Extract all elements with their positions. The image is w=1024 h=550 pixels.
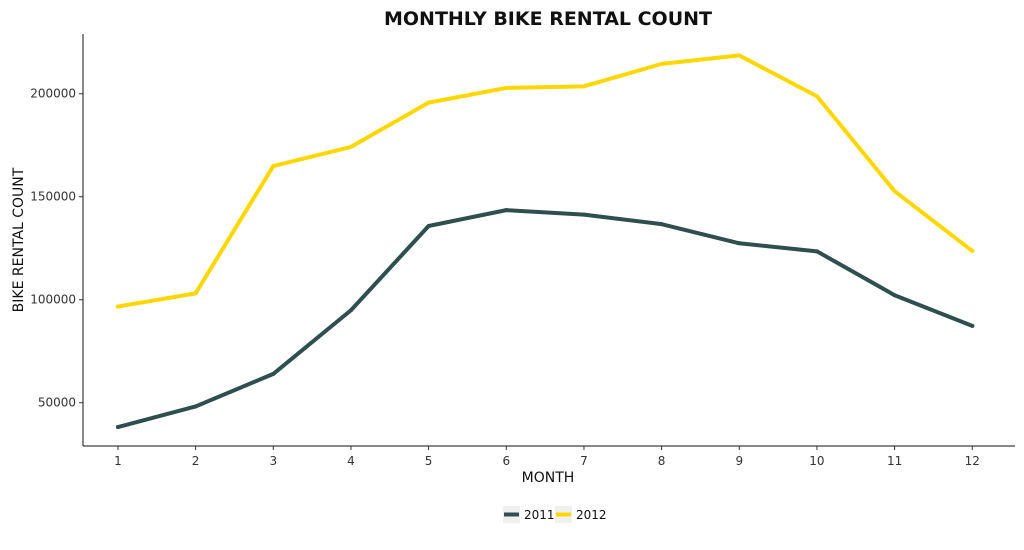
x-tick-label: 12	[965, 454, 980, 468]
data-point-2012	[659, 61, 664, 66]
y-tick-label: 50000	[38, 396, 76, 410]
y-tick-label: 100000	[30, 293, 76, 307]
series-line-2012	[115, 53, 975, 309]
data-point-2011	[737, 241, 742, 246]
data-point-2011	[581, 212, 586, 217]
x-tick-label: 10	[809, 454, 824, 468]
series-lines	[115, 53, 975, 430]
y-axis-title: BIKE RENTAL COUNT	[11, 167, 27, 312]
data-point-2012	[970, 248, 975, 253]
x-tick-label: 11	[887, 454, 902, 468]
legend: 2011 2012	[503, 506, 607, 523]
x-tick-label: 4	[347, 454, 355, 468]
x-tick-label: 3	[269, 454, 277, 468]
x-tick-label: 7	[580, 454, 588, 468]
x-tick-label: 6	[502, 454, 510, 468]
data-point-2011	[892, 293, 897, 298]
x-axis-ticks: 1 2 3 4 5 6 7 8 9 10 11 12	[114, 446, 980, 468]
data-point-2012	[504, 85, 509, 90]
data-point-2012	[115, 304, 120, 309]
x-tick-label: 9	[735, 454, 743, 468]
x-tick-label: 5	[425, 454, 433, 468]
data-point-2011	[115, 425, 120, 430]
data-point-2012	[348, 144, 353, 149]
data-point-2011	[426, 223, 431, 228]
y-tick-label: 150000	[30, 190, 76, 204]
data-point-2012	[737, 53, 742, 58]
x-axis-title: MONTH	[522, 470, 575, 486]
chart-title: MONTHLY BIKE RENTAL COUNT	[384, 8, 712, 30]
y-axis-ticks: 50000 100000 150000 200000	[30, 87, 83, 410]
data-point-2012	[426, 100, 431, 105]
data-point-2011	[348, 308, 353, 313]
data-point-2011	[659, 222, 664, 227]
data-point-2012	[814, 94, 819, 99]
x-tick-label: 8	[658, 454, 666, 468]
data-point-2011	[814, 249, 819, 254]
legend-label-2012: 2012	[576, 508, 607, 522]
series-line-2011	[115, 208, 975, 430]
data-point-2011	[970, 323, 975, 328]
data-point-2011	[504, 208, 509, 213]
x-tick-label: 2	[192, 454, 200, 468]
data-point-2012	[892, 189, 897, 194]
data-point-2012	[193, 291, 198, 296]
data-point-2012	[271, 164, 276, 169]
x-tick-label: 1	[114, 454, 122, 468]
legend-label-2011: 2011	[524, 508, 555, 522]
data-point-2011	[271, 371, 276, 376]
data-point-2012	[581, 84, 586, 89]
y-tick-label: 200000	[30, 87, 76, 101]
data-point-2011	[193, 404, 198, 409]
